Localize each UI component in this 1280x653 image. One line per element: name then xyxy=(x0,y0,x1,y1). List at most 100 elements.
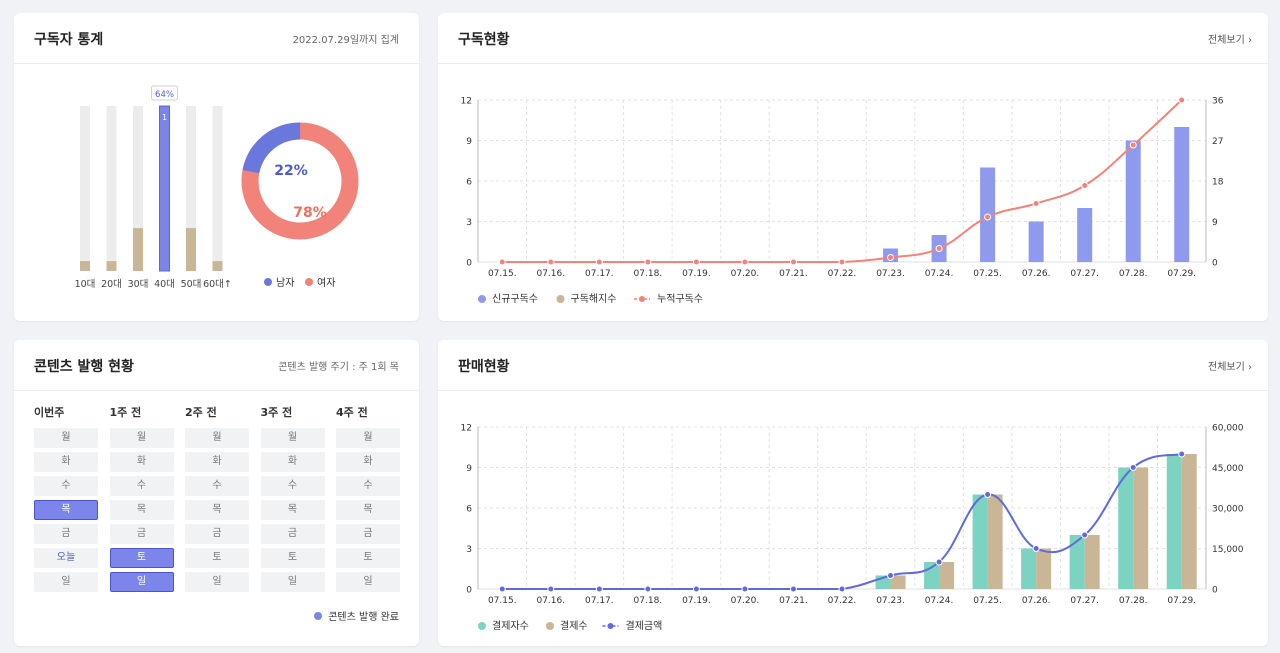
day-cell: 토 xyxy=(336,548,400,568)
x-tick-label: 07.29. xyxy=(1167,269,1196,279)
day-cell: 일 xyxy=(260,572,325,592)
y-right-tick-label: 60,000 xyxy=(1212,424,1244,434)
legend-label: 구독해지수 xyxy=(571,292,617,305)
line-point xyxy=(984,491,992,498)
bar-결제자수 xyxy=(1069,535,1085,589)
age-group-label: 30대 xyxy=(128,279,149,290)
day-cell: 금 xyxy=(336,524,400,544)
legend-dot-icon xyxy=(546,622,554,630)
bar-결제자수 xyxy=(1021,548,1037,589)
line-point xyxy=(1178,96,1186,104)
view-all-link[interactable]: 전체보기 › xyxy=(1208,35,1252,46)
y-left-tick-label: 12 xyxy=(461,424,472,434)
day-cell: 화 xyxy=(109,452,174,472)
view-all-link[interactable]: 전체보기 › xyxy=(1208,362,1252,373)
day-cell: 화 xyxy=(260,452,325,472)
day-cell-published: 목 xyxy=(34,500,98,520)
line-point xyxy=(935,558,943,566)
day-cell: 금 xyxy=(185,524,249,544)
line-point xyxy=(984,213,992,221)
day-cell: 화 xyxy=(185,452,249,472)
subscription-status-card: 구독현황 전체보기 › 0 0 3 9 6 18 9 27 12 36 07.15. 07.16. 07… xyxy=(438,13,1268,321)
day-cell: 토 xyxy=(185,548,249,568)
line-point xyxy=(595,258,603,266)
bar-신규구독수 xyxy=(1028,221,1044,262)
legend-dot-icon xyxy=(478,295,486,303)
day-cell: 일 xyxy=(185,572,249,592)
line-point xyxy=(547,258,555,266)
age-bar-fill xyxy=(159,105,170,272)
card-title: 판매현황 xyxy=(458,359,510,375)
card-header: 구독자 통계 2022.07.29일까지 집계 xyxy=(14,13,419,64)
day-cell-today: 오늘 xyxy=(34,548,98,568)
day-cell: 월 xyxy=(185,428,249,448)
y-left-tick-label: 0 xyxy=(466,259,472,269)
line-point xyxy=(741,585,749,593)
age-bar-fill xyxy=(212,261,223,271)
card-header: 콘텐츠 발행 현황 콘텐츠 발행 주기 : 주 1회 목 xyxy=(14,340,419,391)
x-tick-label: 07.18. xyxy=(634,596,663,606)
line-point xyxy=(547,585,555,593)
age-group-label: 50대 xyxy=(181,279,202,290)
y-right-tick-label: 30,000 xyxy=(1212,505,1244,515)
bar-결제수 xyxy=(1181,454,1197,589)
bar-신규구독수 xyxy=(1174,127,1190,262)
day-cell: 월 xyxy=(260,428,325,448)
y-left-tick-label: 9 xyxy=(466,137,472,147)
line-point xyxy=(1178,450,1186,458)
bar-결제자수 xyxy=(1118,467,1134,589)
x-tick-label: 07.17. xyxy=(585,596,614,606)
x-tick-label: 07.21. xyxy=(779,269,808,279)
bar-결제자수 xyxy=(924,562,940,589)
y-right-tick-label: 0 xyxy=(1212,259,1218,269)
x-tick-label: 07.28. xyxy=(1119,269,1148,279)
day-cell: 수 xyxy=(336,476,400,496)
week-label: 1주 전 xyxy=(109,406,142,419)
line-point xyxy=(498,258,506,266)
y-right-tick-label: 0 xyxy=(1212,586,1218,596)
day-cell-published: 토 xyxy=(109,548,174,568)
y-left-tick-label: 6 xyxy=(466,178,472,188)
subscriber-stats-card: 구독자 통계 2022.07.29일까지 집계 10대 20대 30대 40대 64% 1… xyxy=(14,13,419,321)
age-group-label: 20대 xyxy=(101,279,122,290)
y-right-tick-label: 36 xyxy=(1212,97,1224,107)
line-point xyxy=(692,585,700,593)
line-point xyxy=(1081,182,1089,189)
x-tick-label: 07.16. xyxy=(536,596,565,606)
x-tick-label: 07.28. xyxy=(1119,596,1148,606)
x-tick-label: 07.23. xyxy=(876,269,905,279)
week-column: 이번주 월 화 수 목 금 오늘 일 xyxy=(34,406,98,596)
age-bar-track xyxy=(106,106,117,271)
age-bar-fill xyxy=(186,228,196,271)
y-right-tick-label: 18 xyxy=(1212,178,1224,188)
card-title: 콘텐츠 발행 현황 xyxy=(34,359,134,375)
legend-label: 신규구독수 xyxy=(492,293,538,305)
y-right-tick-label: 27 xyxy=(1212,137,1223,147)
x-tick-label: 07.19. xyxy=(682,269,711,279)
content-publish-card: 콘텐츠 발행 현황 콘텐츠 발행 주기 : 주 1회 목 이번주 월 화 수 목 금 오늘 일… xyxy=(14,340,419,646)
age-tooltip-label: 64% xyxy=(155,90,174,100)
line-point xyxy=(644,258,652,266)
age-group-label: 60대↑ xyxy=(203,279,232,290)
age-bar-track xyxy=(186,106,196,271)
day-cell: 월 xyxy=(34,428,98,448)
line-point xyxy=(1129,464,1137,471)
day-cell: 수 xyxy=(109,476,174,496)
card-header: 구독현황 전체보기 › xyxy=(438,13,1268,64)
legend-label: 결제자수 xyxy=(492,620,529,632)
x-tick-label: 07.22. xyxy=(828,269,857,279)
bar-결제수 xyxy=(987,494,1003,589)
day-cell: 토 xyxy=(260,548,325,568)
legend-dot-icon xyxy=(556,295,565,303)
x-tick-label: 07.24. xyxy=(925,269,954,279)
day-cell: 월 xyxy=(336,428,400,448)
x-tick-label: 07.20. xyxy=(731,596,760,606)
day-cell: 월 xyxy=(109,428,174,448)
age-bar-fill xyxy=(133,228,143,271)
age-bar-fill xyxy=(80,261,90,271)
legend-label: 결제수 xyxy=(560,620,588,632)
x-tick-label: 07.26. xyxy=(1022,269,1051,279)
